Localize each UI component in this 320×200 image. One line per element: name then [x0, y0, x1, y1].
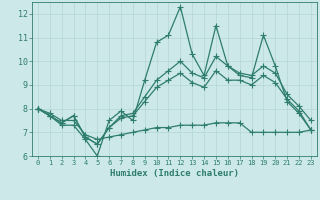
X-axis label: Humidex (Indice chaleur): Humidex (Indice chaleur) — [110, 169, 239, 178]
